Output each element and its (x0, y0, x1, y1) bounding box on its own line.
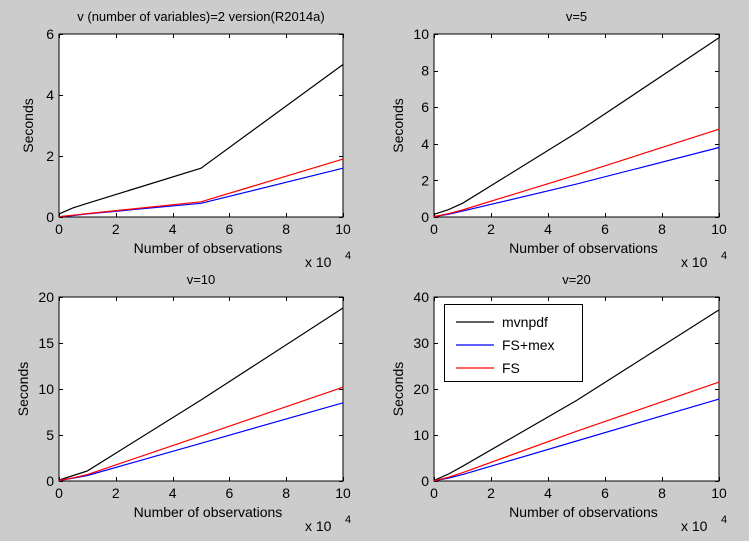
y-tick-label: 5 (46, 427, 54, 443)
x-tick-label: 4 (169, 485, 177, 501)
legend-item: FS (456, 360, 520, 376)
x-axis-label: Number of observations (509, 504, 658, 520)
legend: mvnpdf FS+mex FS (444, 304, 583, 382)
y-tick-label: 4 (46, 87, 54, 103)
y-tick-label: 10 (38, 381, 54, 397)
subplot-4: 0 2 4 6 8 10 0 10 20 30 40 v=20 Number of observatio… (390, 272, 727, 534)
x-tick-label: 2 (112, 221, 120, 237)
x-tick-label: 10 (335, 221, 351, 237)
series-line-mvnpdf (433, 309, 720, 482)
legend-label: mvnpdf (502, 314, 548, 330)
legend-box (444, 304, 583, 382)
subplot-3: 0 2 4 6 8 10 0 5 10 15 20 v=10 Number of observation… (15, 272, 351, 534)
x-tick-label: 0 (430, 485, 438, 501)
x-exponent-power: 4 (721, 514, 727, 526)
chart-title: v=20 (562, 272, 591, 287)
chart-title: v (number of variables)=2 version(R2014a… (77, 9, 324, 24)
legend-item: mvnpdf (456, 314, 548, 330)
y-tick-label: 30 (413, 335, 429, 351)
chart-title: v=10 (187, 272, 216, 287)
x-tick-label: 10 (335, 485, 351, 501)
x-tick-label: 8 (658, 485, 666, 501)
y-axis-label: Seconds (390, 98, 406, 152)
x-exponent-power: 4 (721, 250, 727, 262)
series-line-mvnpdf (58, 64, 344, 215)
x-exponent-power: 4 (345, 250, 351, 262)
x-tick-label: 8 (282, 221, 290, 237)
x-tick-label: 2 (487, 485, 495, 501)
x-tick-label: 6 (601, 221, 609, 237)
x-tick-label: 4 (544, 485, 552, 501)
y-tick-label: 0 (421, 473, 429, 489)
x-exponent-label: x 10 (305, 254, 332, 270)
x-tick-label: 0 (55, 485, 63, 501)
y-tick-label: 20 (413, 381, 429, 397)
x-tick-label: 8 (658, 221, 666, 237)
y-tick-label: 2 (46, 148, 54, 164)
series-line-fs (433, 128, 720, 218)
x-tick-label: 6 (226, 221, 234, 237)
x-axis-label: Number of observations (134, 504, 283, 520)
x-tick-label: 6 (226, 485, 234, 501)
legend-item: FS+mex (456, 337, 555, 353)
series-line-mvnpdf (433, 37, 720, 215)
x-tick-label: 6 (601, 485, 609, 501)
x-axis-label: Number of observations (509, 240, 658, 256)
y-tick-label: 0 (421, 209, 429, 225)
x-axis-label: Number of observations (134, 240, 283, 256)
legend-label: FS+mex (502, 337, 555, 353)
y-axis-label: Seconds (390, 362, 406, 416)
x-tick-label: 4 (544, 221, 552, 237)
x-tick-label: 2 (112, 485, 120, 501)
y-tick-label: 6 (46, 26, 54, 42)
x-tick-label: 0 (430, 221, 438, 237)
y-tick-label: 10 (413, 427, 429, 443)
y-tick-label: 20 (38, 289, 54, 305)
x-exponent-label: x 10 (681, 254, 708, 270)
axes-box (58, 296, 344, 482)
y-tick-label: 10 (413, 26, 429, 42)
y-tick-label: 15 (38, 335, 54, 351)
series-line-mvnpdf (58, 307, 344, 481)
x-tick-label: 10 (711, 221, 727, 237)
y-tick-label: 0 (46, 473, 54, 489)
axes-box (58, 33, 344, 218)
x-tick-label: 0 (55, 221, 63, 237)
x-tick-label: 2 (487, 221, 495, 237)
x-tick-label: 10 (711, 485, 727, 501)
axes-box (433, 33, 720, 218)
series-line-fs (58, 158, 344, 218)
legend-label: FS (502, 360, 520, 376)
series-line-fs (433, 381, 720, 482)
x-tick-label: 4 (169, 221, 177, 237)
y-tick-label: 2 (421, 172, 429, 188)
y-tick-label: 4 (421, 136, 429, 152)
y-tick-label: 40 (413, 289, 429, 305)
y-tick-label: 0 (46, 209, 54, 225)
subplot-1: 0 2 4 6 8 10 0 2 4 6 v (number of variables)=2 ver… (20, 9, 351, 270)
y-tick-label: 8 (421, 63, 429, 79)
subplot-2: 0 2 4 6 8 10 0 2 4 6 8 10 v=5 Number of observations x… (390, 9, 727, 270)
chart-title: v=5 (566, 9, 587, 24)
x-exponent-label: x 10 (681, 518, 708, 534)
x-tick-label: 8 (282, 485, 290, 501)
y-axis-label: Seconds (15, 362, 31, 416)
y-axis-label: Seconds (20, 98, 36, 152)
x-exponent-label: x 10 (305, 518, 332, 534)
series-line-fs (58, 386, 344, 482)
x-exponent-power: 4 (345, 514, 351, 526)
y-tick-label: 6 (421, 99, 429, 115)
